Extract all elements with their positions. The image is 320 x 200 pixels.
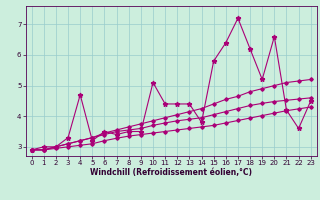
X-axis label: Windchill (Refroidissement éolien,°C): Windchill (Refroidissement éolien,°C) [90,168,252,177]
